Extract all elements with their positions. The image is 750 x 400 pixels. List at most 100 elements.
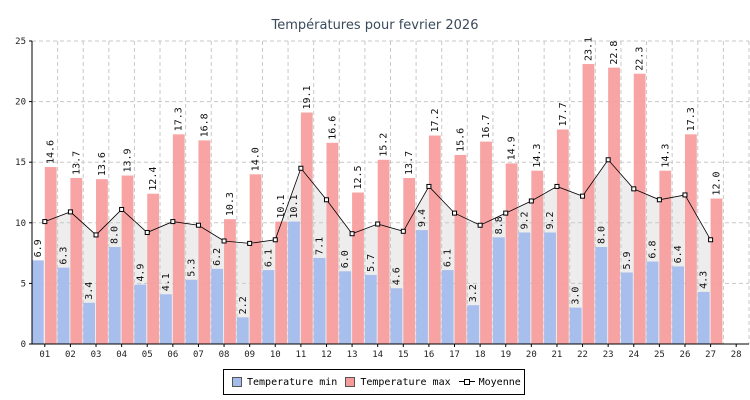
data-label-min: 2.2 — [238, 296, 249, 314]
data-label-min: 3.0 — [571, 287, 582, 305]
data-label-min: 8.0 — [110, 226, 121, 244]
legend-swatch-max — [345, 377, 356, 387]
data-label-min: 8.0 — [596, 226, 607, 244]
x-tick-label: 22 — [577, 350, 588, 360]
bar-min — [211, 268, 224, 344]
average-marker — [247, 240, 253, 246]
data-label-max: 17.7 — [558, 102, 569, 126]
bar-min — [57, 267, 70, 344]
data-label-max: 17.3 — [174, 107, 185, 131]
data-label-max: 12.5 — [353, 165, 364, 189]
bar-min — [569, 307, 582, 344]
x-tick-label: 15 — [398, 350, 409, 360]
bar-max — [633, 73, 646, 344]
data-label-max: 19.1 — [302, 85, 313, 109]
y-tick-label: 10 — [15, 219, 26, 229]
x-tick-label: 16 — [423, 350, 434, 360]
bar-max — [70, 177, 83, 344]
data-label-min: 9.2 — [545, 211, 556, 229]
bar-max — [249, 174, 262, 344]
chart-title: Températures pour fevrier 2026 — [271, 18, 479, 33]
y-tick-label: 25 — [15, 37, 26, 47]
average-marker — [580, 193, 586, 199]
bar-max — [44, 167, 57, 344]
average-marker — [682, 192, 688, 198]
legend-label-avg: Moyenne — [478, 376, 521, 388]
data-label-min: 8.8 — [494, 216, 505, 234]
average-marker — [67, 209, 73, 215]
bar-min — [467, 305, 480, 344]
bar-max — [480, 141, 492, 344]
average-marker — [170, 219, 176, 225]
bar-min — [441, 270, 454, 344]
x-tick-label: 28 — [731, 350, 742, 360]
bar-min — [672, 266, 684, 344]
data-label-min: 5.7 — [366, 254, 377, 272]
bar-min — [134, 284, 147, 344]
bar-min — [339, 271, 352, 344]
bar-min — [288, 221, 300, 344]
average-marker — [605, 157, 611, 163]
data-label-min: 5.3 — [187, 259, 198, 277]
bar-max — [300, 112, 313, 345]
bar-max — [556, 129, 569, 344]
x-tick-label: 12 — [321, 350, 332, 360]
data-label-max: 12.0 — [711, 171, 722, 195]
bar-max — [96, 179, 108, 344]
bar-max — [147, 193, 160, 344]
x-tick-label: 14 — [372, 350, 383, 360]
average-marker — [477, 222, 483, 228]
data-label-max: 14.3 — [660, 144, 671, 168]
data-label-max: 17.3 — [686, 107, 697, 131]
data-label-max: 15.6 — [455, 128, 466, 152]
legend-swatch-avg — [458, 377, 475, 387]
data-label-min: 3.2 — [468, 284, 479, 302]
average-marker — [708, 237, 714, 243]
average-marker — [503, 210, 509, 216]
x-tick-label: 11 — [295, 350, 306, 360]
bar-max — [275, 221, 288, 344]
average-marker — [195, 222, 201, 228]
bar-min — [697, 291, 710, 344]
x-tick-label: 07 — [193, 350, 204, 360]
bar-min — [544, 232, 556, 344]
average-marker — [452, 210, 458, 216]
data-label-min: 5.9 — [622, 251, 633, 269]
bar-max — [684, 134, 697, 344]
average-marker — [375, 221, 381, 227]
bar-min — [416, 230, 428, 344]
bar-max — [121, 175, 134, 344]
bar-min — [313, 257, 326, 344]
data-label-max: 13.9 — [123, 148, 134, 172]
y-tick-label: 15 — [15, 158, 26, 168]
data-label-min: 6.1 — [263, 249, 274, 267]
average-marker — [93, 232, 99, 238]
data-label-min: 6.4 — [673, 245, 684, 263]
bar-min — [518, 232, 531, 344]
average-marker — [272, 237, 278, 243]
data-label-max: 10.1 — [276, 194, 287, 218]
data-label-min: 4.9 — [135, 264, 146, 282]
x-tick-label: 19 — [500, 350, 511, 360]
data-label-min: 6.1 — [443, 249, 454, 267]
x-tick-label: 23 — [603, 350, 614, 360]
x-tick-label: 26 — [680, 350, 691, 360]
average-marker — [400, 228, 406, 234]
x-tick-label: 04 — [116, 350, 127, 360]
average-marker — [554, 183, 560, 189]
bar-max — [582, 64, 595, 344]
data-label-min: 6.3 — [59, 247, 70, 265]
data-label-max: 14.6 — [46, 140, 57, 164]
bar-max — [428, 135, 441, 344]
x-tick-label: 17 — [449, 350, 460, 360]
bar-max — [224, 219, 236, 344]
data-label-min: 9.2 — [519, 211, 530, 229]
average-marker — [144, 229, 150, 235]
x-tick-label: 01 — [39, 350, 50, 360]
x-tick-label: 25 — [654, 350, 665, 360]
x-tick-label: 06 — [167, 350, 178, 360]
bar-max — [198, 140, 211, 344]
bars-group — [32, 64, 723, 345]
